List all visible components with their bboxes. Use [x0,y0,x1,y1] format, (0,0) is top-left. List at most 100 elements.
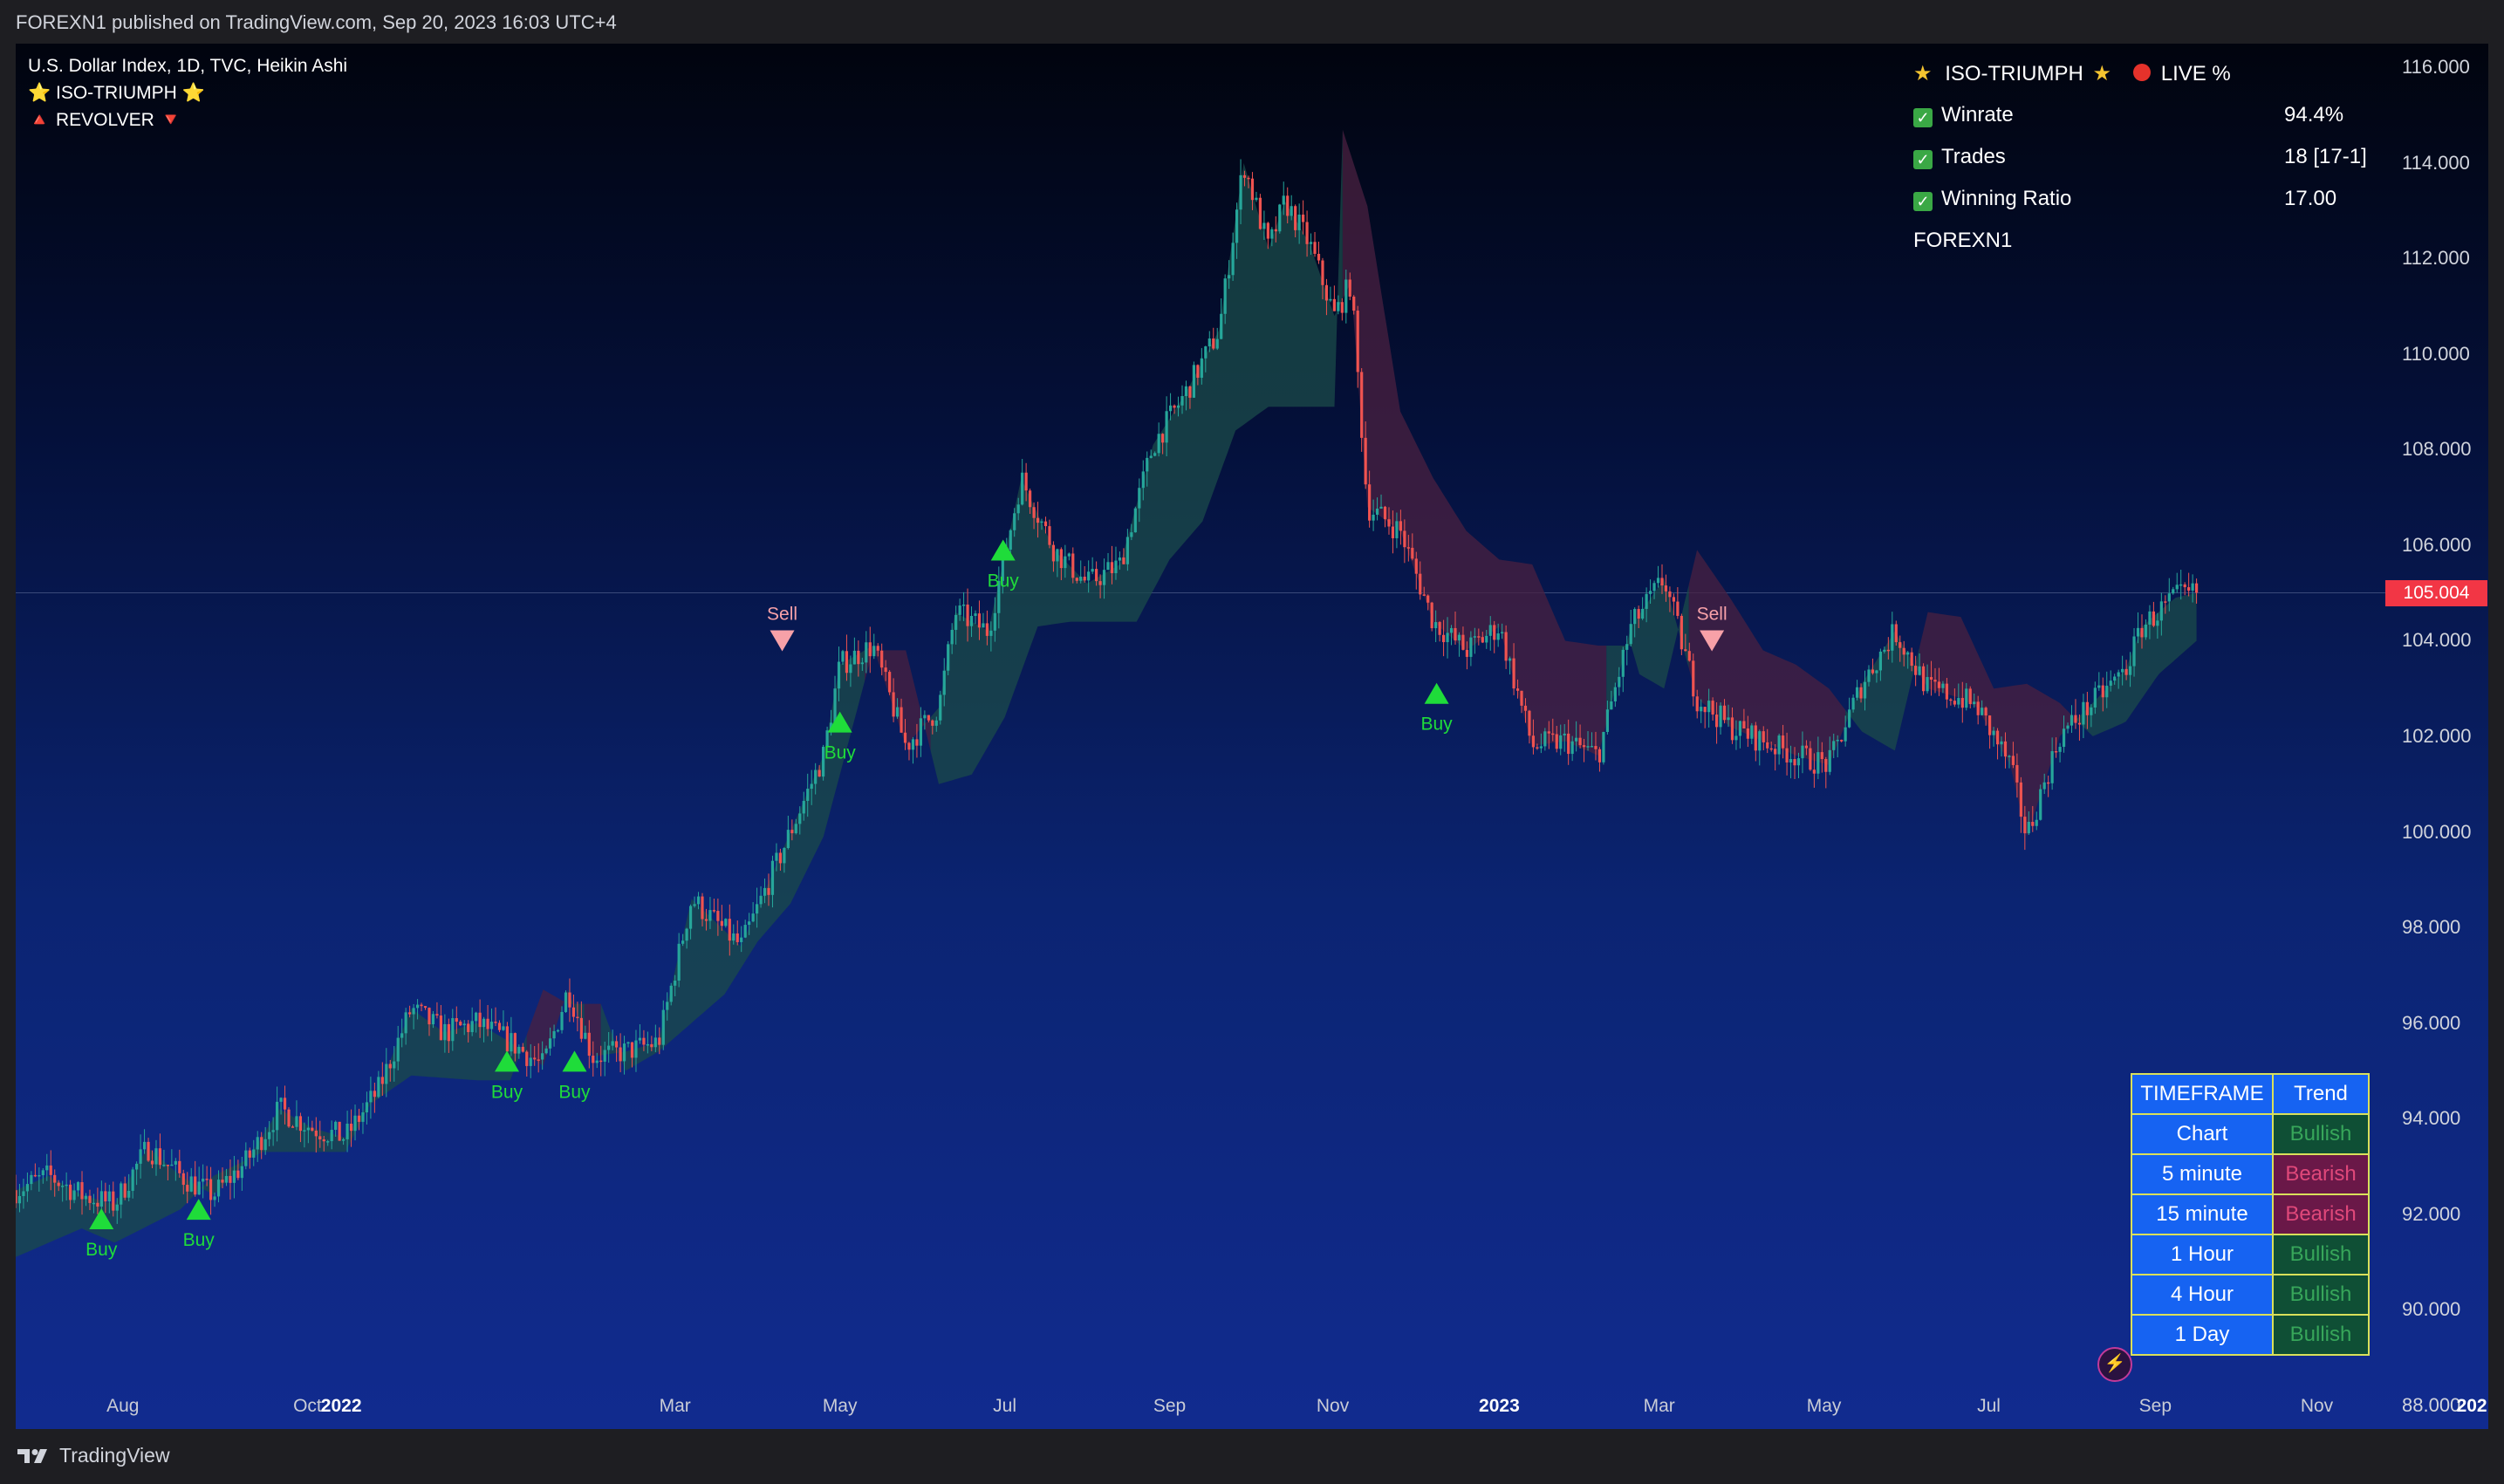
candle-down [221,1180,224,1183]
candle-up [1040,521,1043,523]
candle-up [2070,715,2074,726]
indicator-revolver-label[interactable]: 🔺 REVOLVER 🔻 [28,110,182,130]
candle-down [576,1016,579,1019]
candle-up [1192,365,1196,398]
bullish-band [2076,592,2197,736]
candle-down [478,1012,482,1028]
candle-down [977,613,982,628]
candle-down [1036,517,1040,523]
candle-up [1941,683,1945,688]
candle-down [2055,750,2058,753]
candle-up [393,1061,396,1069]
candle-down [1871,669,1875,674]
candle-up [2027,822,2030,834]
candle-down [599,1060,603,1063]
time-tick-label: Jul [1977,1396,2001,1416]
time-tick-label: Mar [659,1396,691,1416]
candle-up [385,1063,388,1084]
candle-down [1324,284,1329,301]
candle-down [1399,521,1402,531]
chart-area[interactable]: Buy Buy Buy Buy Sell Buy Buy Buy Sell U.S. Dolla… [16,44,2488,1429]
candle-down [112,1191,115,1211]
published-caption: FOREXN1 published on TradingView.com, Se… [16,11,617,33]
candle-up [1851,697,1855,710]
trend-row: 4 Hour Bullish [2131,1274,2370,1316]
candle-down [1921,666,1926,692]
buy-signal-marker [1424,682,1449,704]
time-tick-label: May [822,1396,858,1416]
candle-up [2156,620,2159,626]
trend-row: 5 minute Bearish [2131,1153,2370,1195]
candle-up [120,1183,123,1205]
candle-down [1859,687,1863,699]
candle-up [661,1009,665,1045]
candle-up [404,1012,407,1034]
stats-row-winrate: ✓ Winrate [1913,103,2014,127]
tradingview-logo[interactable]: TradingView [16,1444,170,1467]
candle-down [1692,660,1695,697]
candle-up [2117,672,2120,677]
candle-down [2194,583,2199,593]
candle-down [1578,737,1582,746]
live-dot-icon [2132,64,2151,81]
time-tick-label: Oct [293,1396,322,1416]
indicator-iso-triumph-label[interactable]: ⭐ ISO-TRIUMPH ⭐ [28,83,205,103]
candle-down [579,1017,583,1039]
candle-up [1395,521,1399,538]
candle-down [1454,627,1457,641]
candle-up [829,722,833,731]
candle-down [1122,557,1125,564]
candle-down [1294,206,1297,230]
candle-down [1714,715,1719,728]
candle-down [1048,526,1051,545]
candle-down [428,1008,431,1025]
candle-up [2082,701,2085,725]
time-tick-label: May [1806,1396,1842,1416]
candle-down [728,919,731,941]
symbol-title[interactable]: U.S. Dollar Index, 1D, TVC, Heikin Ashi [28,56,348,76]
price-tick-label: 108.000 [2402,438,2472,461]
candle-down [1520,690,1523,706]
candle-up [330,1130,333,1142]
candle-up [743,925,747,938]
time-tick-label: 202 [2456,1396,2487,1416]
candle-up [653,1037,657,1048]
time-tick-label: Sep [1153,1396,1187,1416]
candle-up [1789,759,1793,763]
candle-down [1406,547,1410,549]
candle-down [467,1023,470,1033]
candle-down [1426,595,1430,603]
candle-up [969,615,974,626]
candle-down [1242,174,1247,178]
candle-down [876,646,879,651]
candle-up [1610,701,1613,710]
bearish-band [1919,612,2076,837]
candle-up [1009,530,1012,550]
candle-down [158,1148,162,1166]
candle-down [2003,741,2008,757]
candle-up [1165,411,1168,443]
candle-down [1793,759,1796,766]
candle-up [974,613,977,616]
candle-up [939,694,942,721]
candle-up [1605,709,1609,732]
candle-up [2132,636,2136,667]
candle-down [2011,756,2015,765]
candle-up [84,1195,88,1200]
candle-up [961,604,966,606]
candle-up [154,1148,158,1165]
candle-down [69,1184,72,1200]
candle-down [587,1032,591,1057]
candle-up [1707,701,1711,713]
candle-down [1188,386,1192,398]
bullish-band [1845,631,1920,751]
candle-up [1064,556,1067,569]
candle-down [1687,651,1691,661]
stats-value-trades: 18 [17-1] [2284,145,2367,168]
candle-down [1894,624,1898,643]
candle-up [1957,698,1960,705]
candle-up [947,644,950,671]
candle-up [732,933,735,941]
price-chart[interactable]: Buy Buy Buy Buy Sell Buy Buy Buy Sell [16,44,2488,1429]
lightning-icon[interactable]: ⚡ [2097,1347,2132,1382]
